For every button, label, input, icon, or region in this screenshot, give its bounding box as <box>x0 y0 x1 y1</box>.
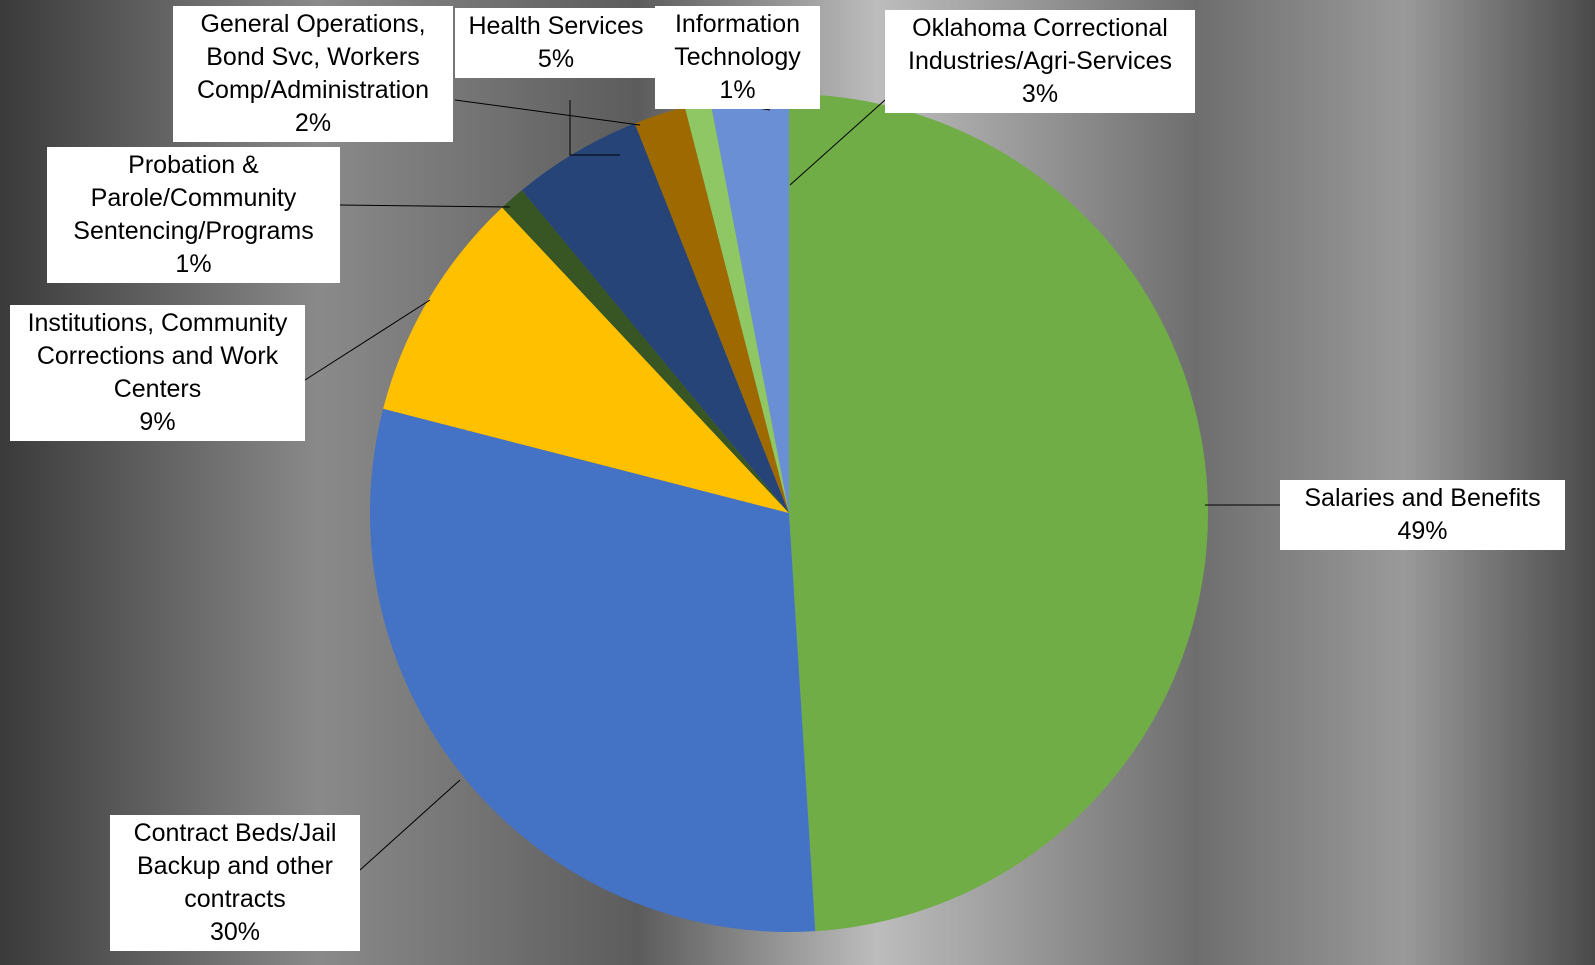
pie-slice <box>789 94 1209 932</box>
leader-line <box>789 99 886 186</box>
label-category: Institutions, Community Corrections and … <box>27 309 288 403</box>
leader-line <box>339 204 511 208</box>
pie-slice <box>521 123 789 514</box>
pie-slice <box>383 207 789 514</box>
label-category: General Operations, Bond Svc, Workers Co… <box>196 10 430 104</box>
data-label: Probation & Parole/Community Sentencing/… <box>47 147 340 283</box>
label-category: Information Technology <box>674 10 801 71</box>
data-label: Contract Beds/Jail Backup and other cont… <box>110 815 360 951</box>
data-label: Health Services 5% <box>455 8 657 78</box>
label-value: 1% <box>719 76 756 104</box>
pie-slice <box>684 101 789 514</box>
label-value: 2% <box>294 109 332 137</box>
label-category: Contract Beds/Jail Backup and other cont… <box>133 819 337 913</box>
label-value: 1% <box>175 250 212 278</box>
label-category: Salaries and Benefits <box>1304 484 1541 512</box>
label-category: Oklahoma Correctional Industries/Agri-Se… <box>908 14 1172 75</box>
label-value: 9% <box>139 408 176 436</box>
pie-slice <box>370 408 816 932</box>
label-value: 30% <box>209 918 261 946</box>
label-value: 49% <box>1397 517 1448 545</box>
label-value: 3% <box>1021 80 1059 108</box>
label-value: 5% <box>537 45 575 73</box>
data-label: Institutions, Community Corrections and … <box>10 305 305 441</box>
leader-line <box>359 779 461 871</box>
data-label: Information Technology 1% <box>655 6 820 109</box>
leader-line <box>454 99 641 126</box>
data-label: Oklahoma Correctional Industries/Agri-Se… <box>885 10 1195 113</box>
leader-line <box>304 299 431 381</box>
label-category: Probation & Parole/Community Sentencing/… <box>73 151 314 245</box>
data-label: Salaries and Benefits 49% <box>1280 480 1565 550</box>
leader-line <box>569 100 620 156</box>
pie-slice <box>502 190 789 513</box>
pie-slice <box>634 107 789 513</box>
label-category: Health Services <box>468 12 644 40</box>
data-label: General Operations, Bond Svc, Workers Co… <box>173 6 453 142</box>
pie-slice <box>710 94 789 513</box>
